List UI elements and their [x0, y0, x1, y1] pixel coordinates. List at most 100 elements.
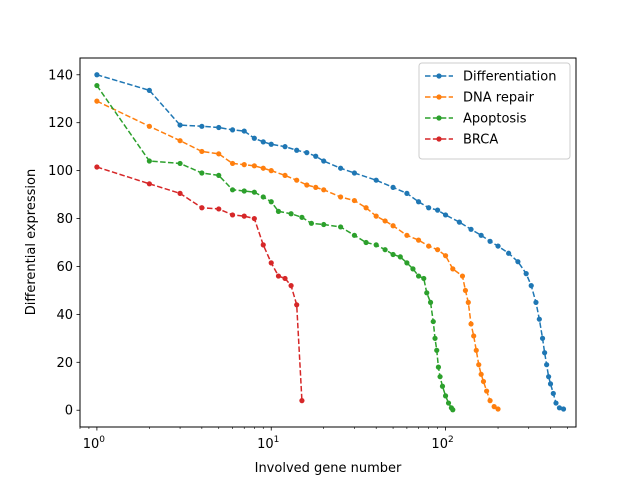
- y-tick-label: 60: [56, 260, 73, 275]
- legend-label: Differentiation: [463, 70, 556, 85]
- legend-entry: Differentiation: [425, 70, 556, 85]
- data-point: [465, 299, 471, 305]
- data-point: [382, 218, 388, 224]
- data-point: [533, 299, 539, 305]
- data-point: [484, 388, 490, 394]
- data-point: [556, 405, 563, 411]
- data-point: [241, 213, 247, 219]
- data-point: [299, 398, 305, 404]
- data-point: [363, 205, 369, 211]
- data-point: [313, 153, 319, 159]
- data-point: [351, 232, 358, 238]
- data-point: [476, 362, 482, 368]
- data-point: [268, 168, 274, 174]
- data-point: [410, 266, 416, 272]
- data-point: [442, 212, 449, 218]
- data-point: [434, 207, 441, 213]
- data-point: [351, 170, 358, 176]
- data-point: [268, 141, 274, 147]
- data-point: [313, 184, 319, 190]
- data-point: [450, 266, 456, 272]
- data-point: [338, 194, 344, 200]
- data-point: [260, 165, 266, 171]
- data-point: [404, 232, 410, 238]
- data-point: [506, 250, 512, 256]
- data-point: [321, 187, 327, 193]
- data-point: [282, 172, 288, 179]
- data-point: [550, 390, 556, 397]
- data-point: [536, 316, 542, 322]
- data-point: [546, 374, 552, 380]
- data-point: [442, 393, 449, 399]
- data-point: [216, 172, 222, 179]
- data-point: [363, 239, 369, 246]
- data-point: [523, 271, 529, 277]
- data-point: [478, 371, 484, 377]
- y-tick-label: 140: [48, 68, 73, 83]
- data-point: [430, 318, 436, 325]
- data-point: [177, 160, 183, 167]
- data-point: [177, 190, 183, 196]
- data-point: [421, 275, 427, 282]
- legend-entry: BRCA: [425, 133, 498, 148]
- data-point: [528, 283, 534, 289]
- series-line: [96, 100, 499, 410]
- data-point: [487, 238, 493, 244]
- legend-box: [418, 62, 571, 160]
- series-brca: [94, 164, 305, 404]
- data-point: [390, 184, 396, 190]
- data-point: [294, 302, 300, 308]
- y-tick-label: 80: [56, 212, 73, 227]
- data-point: [94, 72, 100, 78]
- data-point: [294, 147, 300, 153]
- data-point: [251, 189, 257, 195]
- data-point: [146, 123, 152, 129]
- data-point: [442, 253, 449, 259]
- y-tick-label: 0: [65, 404, 73, 419]
- data-point: [426, 243, 432, 249]
- data-point: [216, 124, 222, 131]
- data-point: [229, 212, 236, 218]
- data-point: [199, 123, 205, 129]
- data-point: [390, 251, 396, 258]
- data-point: [382, 247, 388, 253]
- y-tick-label: 40: [56, 308, 73, 323]
- data-point: [94, 98, 100, 104]
- data-point: [216, 151, 222, 157]
- data-point: [468, 321, 474, 327]
- legend-marker: [436, 115, 442, 121]
- x-tick-label: 102: [431, 435, 453, 452]
- data-point: [390, 223, 396, 229]
- data-point: [338, 165, 344, 171]
- legend-label: Apoptosis: [463, 112, 527, 127]
- data-point: [229, 127, 236, 133]
- data-point: [299, 214, 305, 220]
- data-point: [241, 128, 247, 134]
- data-point: [260, 194, 266, 200]
- data-point: [547, 381, 554, 387]
- data-point: [260, 242, 266, 248]
- data-point: [251, 135, 257, 141]
- axes-frame: [79, 57, 577, 428]
- data-point: [544, 362, 550, 368]
- data-point: [251, 163, 257, 169]
- data-point: [338, 224, 344, 230]
- data-point: [260, 139, 266, 145]
- data-point: [432, 335, 438, 341]
- data-point: [480, 378, 487, 385]
- data-point: [471, 333, 477, 339]
- data-point: [146, 87, 152, 93]
- data-point: [426, 205, 432, 211]
- series-apoptosis: [94, 82, 456, 413]
- data-point: [404, 190, 410, 196]
- data-point: [478, 232, 484, 238]
- data-point: [495, 243, 501, 249]
- x-tick-label: 100: [83, 435, 106, 452]
- data-point: [282, 275, 288, 282]
- series-dna-repair: [94, 98, 501, 412]
- x-axis-label: Involved gene number: [255, 461, 402, 476]
- plot-area: [94, 72, 567, 413]
- data-point: [275, 273, 282, 279]
- data-point: [308, 220, 315, 226]
- data-point: [177, 138, 183, 144]
